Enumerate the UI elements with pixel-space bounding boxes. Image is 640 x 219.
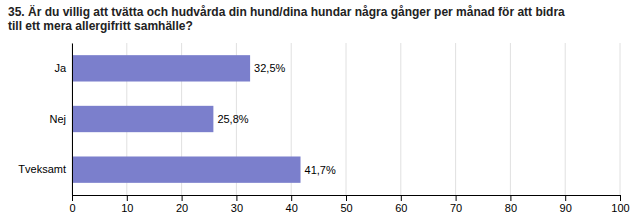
tick: 80 [505, 195, 517, 214]
tick-mark [620, 195, 621, 201]
tick-label: 30 [231, 202, 243, 214]
data-label: 41,7% [305, 164, 336, 176]
tick-mark [127, 195, 128, 201]
tick-label: 90 [560, 202, 572, 214]
tick: 100 [611, 195, 629, 214]
chart-container: 35. Är du villig att tvätta och hudvårda… [0, 0, 640, 219]
tick: 40 [286, 195, 298, 214]
grid-line [400, 43, 401, 195]
plot-area: 0 10 20 30 40 50 60 70 80 90 100 Tveksamt Nej Ja 41,7%… [18, 43, 629, 214]
tick-label: 100 [611, 202, 629, 214]
tick-mark [401, 195, 402, 201]
tick-mark [346, 195, 347, 201]
category-tick: Ja [54, 62, 72, 74]
data-label: 25,8% [217, 113, 248, 125]
category-label: Nej [49, 113, 66, 125]
title: 35. Är du villig att tvätta och hudvårda… [8, 4, 565, 33]
axis-line [73, 196, 621, 202]
title-line: till ett mera allergifritt samhälle? [8, 19, 193, 33]
tick-label: 20 [176, 202, 188, 214]
tick-mark [182, 195, 183, 201]
grid [72, 43, 620, 195]
bars [72, 55, 301, 183]
tick: 0 [69, 195, 75, 214]
tick-label: 60 [395, 202, 407, 214]
tick-mark [291, 195, 292, 201]
category-tick: Tveksamt [18, 163, 72, 175]
category-label: Tveksamt [18, 163, 66, 175]
tick-label: 40 [286, 202, 298, 214]
x-axis: 0 10 20 30 40 50 60 70 80 90 100 [69, 195, 629, 214]
tick: 20 [176, 195, 188, 214]
y-axis: Tveksamt Nej Ja [18, 44, 72, 196]
chart-svg: 35. Är du villig att tvätta och hudvårda… [0, 0, 640, 219]
tick-mark [236, 195, 237, 201]
tick: 70 [450, 195, 462, 214]
bar [72, 106, 213, 132]
data-label: 32,5% [254, 62, 285, 74]
grid-line [346, 43, 347, 195]
data-labels: 41,7% 25,8% 32,5% [217, 62, 336, 175]
axis-line [72, 44, 73, 196]
tick: 50 [340, 195, 352, 214]
tick-label: 80 [505, 202, 517, 214]
tick-mark [565, 195, 566, 201]
category-label: Ja [54, 62, 67, 74]
tick: 60 [395, 195, 407, 214]
tick-mark [510, 195, 511, 201]
grid-line [565, 43, 566, 195]
tick-mark [456, 195, 457, 201]
tick-label: 70 [450, 202, 462, 214]
grid-line [620, 43, 621, 195]
tick: 90 [560, 195, 572, 214]
tick-mark [72, 195, 73, 201]
tick-label: 0 [69, 202, 75, 214]
bar [72, 156, 301, 182]
tick: 10 [121, 195, 133, 214]
category-tick: Nej [49, 113, 72, 125]
grid-line [510, 43, 511, 195]
bar [72, 55, 250, 81]
tick-label: 10 [121, 202, 133, 214]
grid-line [455, 43, 456, 195]
tick-label: 50 [340, 202, 352, 214]
grid-line [72, 43, 73, 195]
tick: 30 [231, 195, 243, 214]
title-line: 35. Är du villig att tvätta och hudvårda… [8, 4, 565, 19]
